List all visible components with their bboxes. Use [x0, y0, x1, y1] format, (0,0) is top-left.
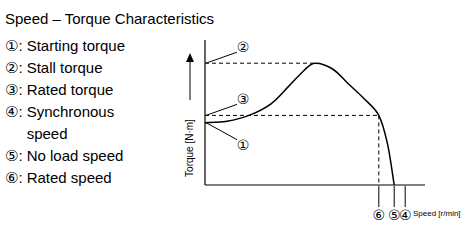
leader	[206, 52, 237, 63]
legend-symbol: ⑤:	[5, 145, 27, 167]
legend-item: ④:Synchronous speed	[5, 101, 145, 145]
leader	[405, 186, 406, 207]
legend-item: ⑤:No load speed	[5, 145, 145, 167]
legend-item: ②:Stall torque	[5, 57, 145, 79]
annotation-label: ①	[237, 137, 250, 153]
annotation-label: ④	[399, 207, 412, 223]
legend-text: Rated speed	[27, 167, 145, 189]
guide-line	[205, 63, 315, 64]
annotation-label: ⑥	[373, 207, 386, 223]
legend-item: ③:Rated torque	[5, 79, 145, 101]
legend-item: ①:Starting torque	[5, 35, 145, 57]
legend-symbol: ④:	[5, 101, 27, 145]
plot-area	[205, 63, 394, 185]
leader	[394, 186, 395, 207]
annotation-label: ③	[237, 91, 250, 107]
guide-line	[205, 115, 379, 116]
legend-text: No load speed	[27, 145, 145, 167]
y-axis-label: Torque [N·m]	[184, 119, 195, 177]
y-arrowhead	[186, 53, 194, 62]
legend-text: Rated torque	[27, 79, 145, 101]
legend-text: Synchronous speed	[27, 101, 145, 145]
legend-text: Starting torque	[27, 35, 145, 57]
legend-symbol: ⑥:	[5, 167, 27, 189]
legend-symbol: ③:	[5, 79, 27, 101]
leader	[206, 104, 237, 115]
x-axis-label: Speed [r/min]	[413, 209, 461, 218]
legend: ①:Starting torque②:Stall torque③:Rated t…	[5, 35, 145, 189]
y-axis	[204, 40, 205, 185]
leader	[378, 186, 379, 207]
leader	[206, 123, 237, 140]
annotation-label: ②	[237, 39, 250, 55]
guide-line	[378, 115, 379, 185]
torque-curve	[205, 63, 394, 185]
x-axis	[205, 184, 425, 185]
legend-symbol: ①:	[5, 35, 27, 57]
y-arrow	[190, 58, 191, 100]
legend-symbol: ②:	[5, 57, 27, 79]
title: Speed – Torque Characteristics	[5, 10, 214, 27]
legend-text: Stall torque	[27, 57, 145, 79]
legend-item: ⑥:Rated speed	[5, 167, 145, 189]
chart: Torque [N·m]Speed [r/min]②③①⑥⑤④	[0, 0, 469, 234]
